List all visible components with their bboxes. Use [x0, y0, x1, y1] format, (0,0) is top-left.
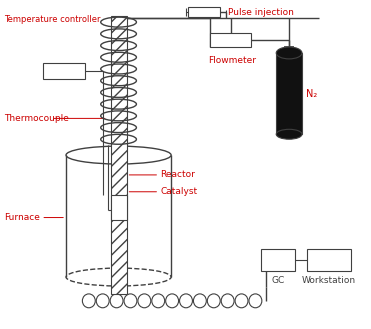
Text: Reactor: Reactor: [160, 170, 195, 179]
Ellipse shape: [110, 294, 123, 308]
Bar: [188, 7, 220, 17]
Ellipse shape: [180, 294, 193, 308]
Ellipse shape: [221, 294, 234, 308]
Ellipse shape: [276, 129, 302, 139]
Bar: [111, 195, 127, 219]
Bar: [111, 16, 127, 294]
Text: Pulse injection: Pulse injection: [228, 8, 293, 17]
Text: N₂: N₂: [306, 89, 317, 99]
Text: Catalyst: Catalyst: [160, 187, 197, 196]
Ellipse shape: [249, 294, 262, 308]
Text: Temperature controller: Temperature controller: [4, 15, 101, 24]
Bar: [307, 249, 351, 271]
Ellipse shape: [166, 294, 178, 308]
Text: Furnace: Furnace: [4, 213, 40, 222]
Text: Workstation: Workstation: [302, 275, 356, 285]
Ellipse shape: [207, 294, 220, 308]
Text: GC: GC: [272, 275, 285, 285]
Ellipse shape: [96, 294, 109, 308]
Bar: [276, 53, 302, 134]
Text: Thermocouple: Thermocouple: [4, 114, 69, 123]
Ellipse shape: [124, 294, 137, 308]
Ellipse shape: [276, 47, 302, 59]
Ellipse shape: [138, 294, 151, 308]
Bar: [261, 249, 295, 271]
Ellipse shape: [152, 294, 165, 308]
Bar: [43, 63, 85, 79]
Text: Flowmeter: Flowmeter: [208, 56, 256, 65]
Ellipse shape: [235, 294, 248, 308]
Ellipse shape: [82, 294, 95, 308]
Bar: [210, 33, 252, 47]
Ellipse shape: [193, 294, 206, 308]
